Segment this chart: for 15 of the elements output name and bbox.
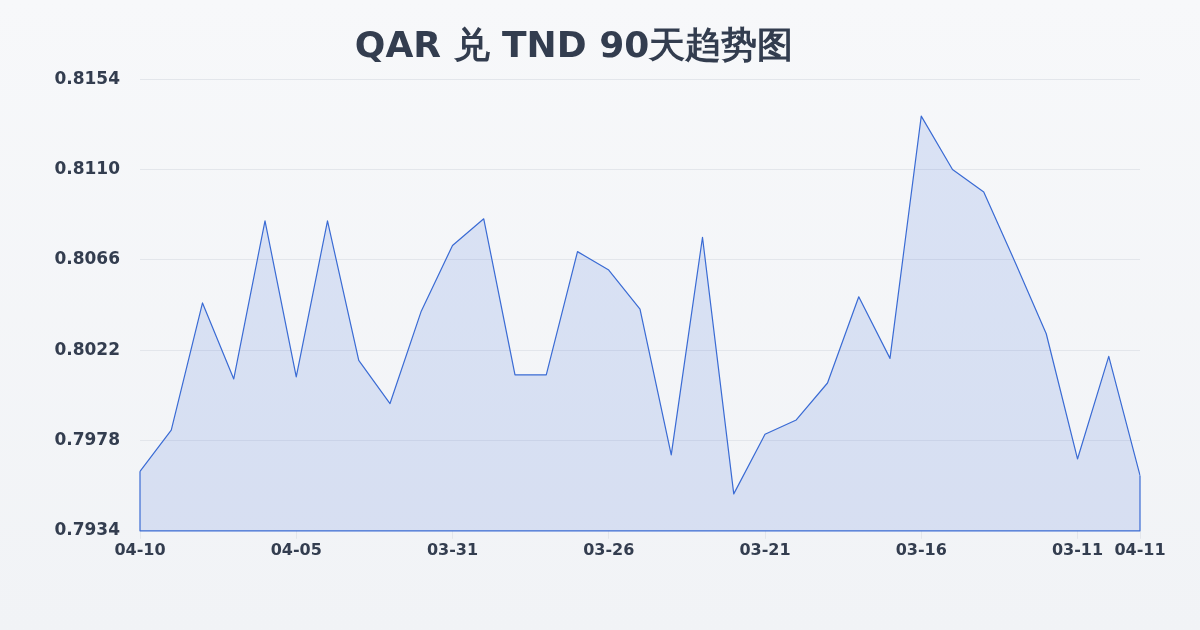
chart-title: QAR 兑 TND 90天趋势图 [354, 23, 794, 65]
y-tick-label: 0.8154 [54, 67, 121, 88]
x-tick-label: 03-11 [1051, 539, 1104, 559]
x-tick-label: 03-26 [583, 539, 635, 559]
x-tick-label: 04-11 [1114, 539, 1166, 559]
x-tick-label: 04-10 [114, 539, 166, 559]
y-tick-label: 0.7934 [54, 519, 121, 540]
x-tick-label: 04-05 [270, 539, 322, 559]
y-tick-label: 0.8022 [54, 338, 120, 359]
x-tick-label: 03-21 [739, 539, 791, 559]
y-tick-label: 0.7978 [54, 428, 120, 449]
y-tick-label: 0.8066 [54, 248, 120, 269]
x-tick-label: 03-31 [426, 539, 479, 559]
x-tick-label: 03-16 [895, 539, 947, 559]
y-tick-label: 0.8110 [54, 157, 121, 178]
